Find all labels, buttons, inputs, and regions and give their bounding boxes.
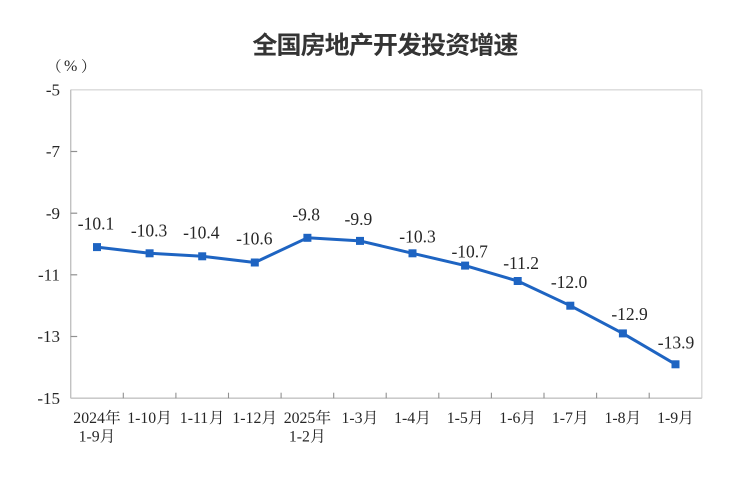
svg-text:1-7: 1-7 — [552, 410, 573, 427]
svg-text:-15: -15 — [37, 389, 60, 408]
svg-text:%: % — [64, 58, 77, 75]
svg-text:1-9: 1-9 — [79, 429, 100, 446]
svg-text:-12.0: -12.0 — [551, 272, 588, 292]
svg-text:-9: -9 — [46, 204, 60, 223]
svg-text:-5: -5 — [46, 81, 60, 100]
svg-text:1-2: 1-2 — [289, 429, 310, 446]
svg-text:1-10: 1-10 — [127, 410, 156, 427]
svg-text:1-9: 1-9 — [657, 410, 678, 427]
svg-text:-13.9: -13.9 — [658, 333, 695, 353]
svg-text:1-8: 1-8 — [605, 410, 626, 427]
svg-text:-13: -13 — [37, 327, 60, 346]
svg-text:-7: -7 — [46, 142, 61, 161]
svg-text:-10.3: -10.3 — [399, 227, 436, 247]
svg-text:-12.9: -12.9 — [611, 304, 648, 324]
svg-text:2025: 2025 — [284, 410, 316, 427]
svg-text:-10.3: -10.3 — [131, 220, 168, 240]
svg-text:-10.4: -10.4 — [183, 222, 220, 242]
svg-text:-9.8: -9.8 — [292, 204, 320, 224]
svg-text:1-6: 1-6 — [499, 410, 520, 427]
svg-text:1-5: 1-5 — [447, 410, 468, 427]
svg-text:-9.9: -9.9 — [345, 209, 373, 229]
svg-text:2024: 2024 — [73, 410, 105, 427]
svg-text:-10.7: -10.7 — [451, 241, 488, 261]
svg-text:1-3: 1-3 — [342, 410, 363, 427]
svg-text:-10.6: -10.6 — [236, 228, 273, 248]
svg-text:-11.2: -11.2 — [503, 253, 539, 273]
svg-text:-11: -11 — [38, 266, 60, 285]
svg-text:1-4: 1-4 — [394, 410, 415, 427]
svg-text:-10.1: -10.1 — [78, 214, 114, 234]
svg-text:1-12: 1-12 — [232, 410, 261, 427]
svg-text:1-11: 1-11 — [180, 410, 208, 427]
